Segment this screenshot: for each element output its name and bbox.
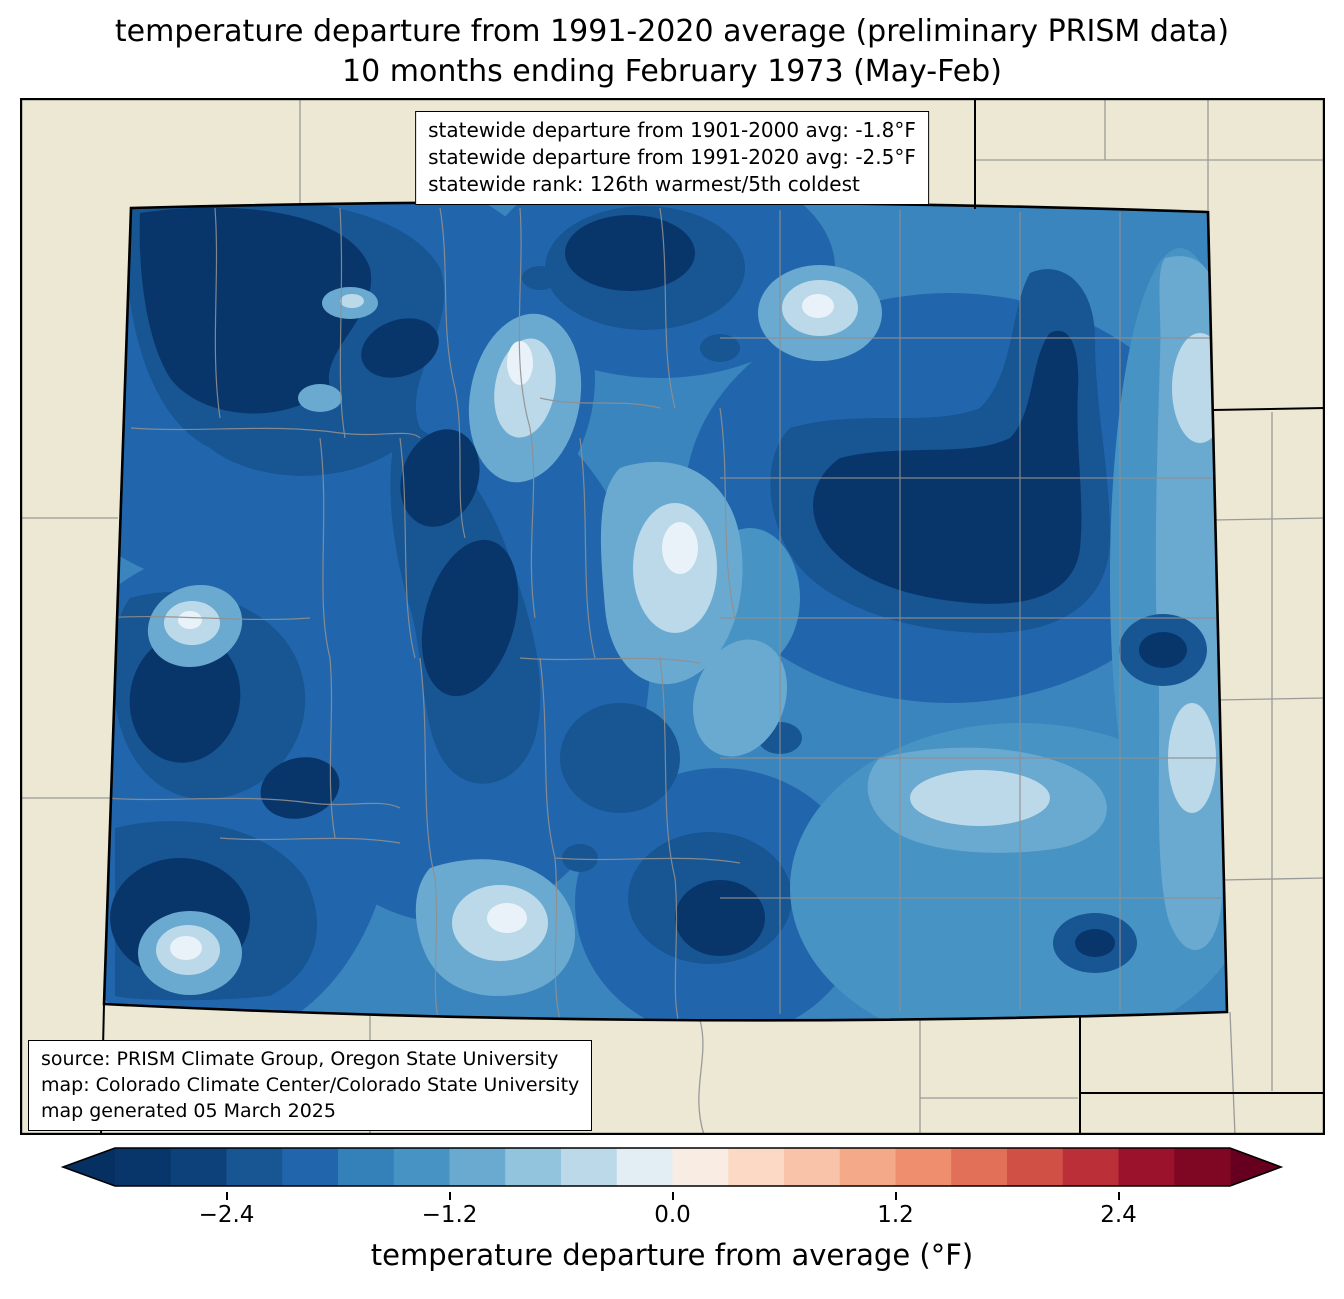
colorbar-segment bbox=[449, 1148, 506, 1186]
colorbar-segment bbox=[672, 1148, 729, 1186]
colorbar-segment bbox=[170, 1148, 228, 1186]
colorbar-ticks: −2.4 −1.2 0.0 1.2 2.4 bbox=[0, 1192, 1344, 1232]
colorbar-segment bbox=[505, 1148, 562, 1186]
colorbar-segment bbox=[1174, 1148, 1231, 1186]
contour-field bbox=[104, 201, 1227, 1021]
colorbar-segment bbox=[115, 1148, 172, 1186]
colorbar-tick-label: −1.2 bbox=[421, 1202, 478, 1228]
colorbar-tickmark bbox=[1117, 1192, 1120, 1200]
source-line-1: source: PRISM Climate Group, Oregon Stat… bbox=[41, 1048, 559, 1070]
stats-line-2: statewide departure from 1991-2020 avg: … bbox=[428, 145, 916, 169]
colorbar-segment bbox=[1062, 1148, 1120, 1186]
map-frame bbox=[19, 97, 1326, 1136]
colorado-map bbox=[19, 97, 1326, 1136]
source-line-3: map generated 05 March 2025 bbox=[41, 1100, 336, 1122]
colorbar-tick-label: 2.4 bbox=[1100, 1202, 1137, 1228]
colorbar-tickmark bbox=[225, 1192, 228, 1200]
colorbar-tickmark bbox=[671, 1192, 674, 1200]
colorbar-tick-label: −2.4 bbox=[198, 1202, 255, 1228]
colorbar-segment bbox=[895, 1148, 952, 1186]
colorbar-segment bbox=[393, 1148, 451, 1186]
colorbar-segment bbox=[1007, 1148, 1064, 1186]
stats-line-1: statewide departure from 1901-2000 avg: … bbox=[428, 118, 916, 142]
source-box: source: PRISM Climate Group, Oregon Stat… bbox=[28, 1040, 593, 1131]
colorbar bbox=[0, 1142, 1344, 1202]
colorbar-under-arrow bbox=[63, 1148, 115, 1186]
colorbar-segment bbox=[839, 1148, 897, 1186]
colorbar-tick-label: 1.2 bbox=[877, 1202, 914, 1228]
page-title: temperature departure from 1991-2020 ave… bbox=[0, 12, 1344, 92]
colorado-county-lines bbox=[104, 207, 1222, 1021]
axes-frame bbox=[19, 97, 1326, 1136]
colorbar-segment bbox=[1118, 1148, 1175, 1186]
colorbar-axis-label: temperature departure from average (°F) bbox=[370, 1238, 974, 1272]
colorbar-tick-label: 0.0 bbox=[654, 1202, 691, 1228]
colorbar-tickmark bbox=[448, 1192, 451, 1200]
colorbar-segment bbox=[282, 1148, 339, 1186]
colorbar-outline bbox=[60, 1147, 1284, 1187]
colorbar-tickmark bbox=[894, 1192, 897, 1200]
colorbar-segment bbox=[728, 1148, 785, 1186]
title-line1: temperature departure from 1991-2020 ave… bbox=[114, 14, 1230, 49]
colorbar-segment bbox=[338, 1148, 395, 1186]
stats-line-3: statewide rank: 126th warmest/5th coldes… bbox=[428, 172, 860, 196]
colorbar-over-arrow bbox=[1230, 1148, 1281, 1186]
colorbar-segment bbox=[226, 1148, 283, 1186]
colorbar-segment bbox=[616, 1148, 674, 1186]
statewide-stats-box: statewide departure from 1901-2000 avg: … bbox=[415, 111, 929, 205]
colorbar-segment bbox=[951, 1148, 1008, 1186]
colorbar-segment bbox=[784, 1148, 841, 1186]
title-line2: 10 months ending February 1973 (May-Feb) bbox=[342, 54, 1002, 89]
colorbar-segment bbox=[561, 1148, 618, 1186]
source-line-2: map: Colorado Climate Center/Colorado St… bbox=[41, 1074, 580, 1096]
colorbar-svg bbox=[60, 1147, 1284, 1187]
